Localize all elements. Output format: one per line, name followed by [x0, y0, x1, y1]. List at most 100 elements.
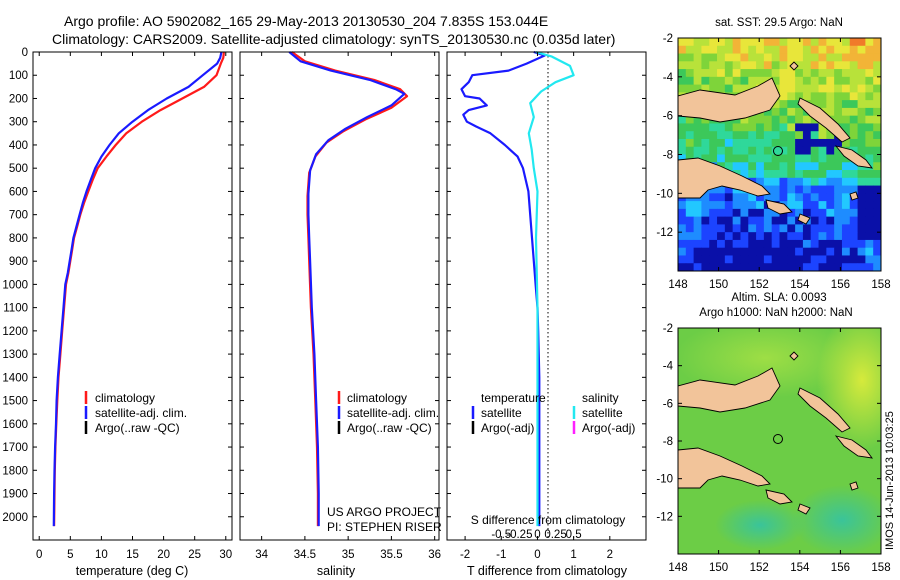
sst-cell — [779, 177, 788, 186]
sst-cell — [685, 138, 695, 148]
sst-cell — [685, 61, 695, 70]
sst-cell — [849, 61, 858, 70]
sst-cell — [693, 146, 702, 155]
sst-cell — [709, 216, 718, 225]
sst-cell — [701, 232, 710, 241]
sst-cell — [873, 115, 881, 124]
sst-cell — [787, 38, 796, 47]
depth-tick-label: 0 — [22, 47, 28, 59]
sst-cell — [685, 69, 695, 78]
sst-cell — [787, 208, 796, 218]
sst-cell — [834, 263, 843, 271]
sst-cell — [693, 61, 702, 70]
sst-cell — [779, 154, 788, 163]
sst-cell — [678, 61, 687, 70]
sst-cell — [834, 146, 843, 155]
sst-cell — [787, 170, 796, 179]
sst-cell — [857, 146, 866, 155]
depth-tick-label: 800 — [9, 233, 28, 245]
temperature-plot-frame — [32, 51, 233, 541]
sst-cell — [857, 107, 866, 117]
sst-cell — [779, 232, 788, 241]
sst-cell — [787, 53, 796, 62]
sst-cell — [787, 232, 796, 241]
legend-s-satellite-label: satellite — [582, 406, 623, 420]
sst-cell — [701, 247, 710, 256]
sst-cell — [857, 45, 866, 54]
sst-cell — [857, 185, 866, 194]
temperature-series — [52, 51, 225, 527]
sst-cell — [795, 255, 804, 264]
sst-cell — [685, 53, 695, 62]
difference-panel: -2 -1 0 1 2 -0.5-0.25 0 0.250.5 S difference f… — [446, 50, 647, 578]
sst-cell — [818, 185, 827, 194]
sst-cell — [810, 154, 819, 163]
sst-cell — [841, 45, 851, 54]
sst-cell — [865, 146, 874, 155]
sst-cell — [693, 208, 702, 218]
sst-cell — [841, 263, 851, 271]
sst-cell — [857, 263, 866, 271]
sst-cell — [795, 131, 804, 140]
sst-cell — [826, 107, 835, 117]
sst-cell — [834, 208, 843, 218]
sst-cell — [834, 162, 843, 171]
legend-satellite-label: satellite-adj. clim. — [95, 406, 187, 420]
sst-cell — [709, 123, 718, 132]
sst-cell — [779, 115, 788, 124]
sst-cell — [732, 154, 741, 163]
sst-cell — [740, 263, 749, 271]
sst-cell — [834, 138, 843, 148]
sst-cell — [779, 193, 788, 202]
sst-cell — [685, 38, 695, 47]
sst-cell — [834, 107, 843, 117]
sst-cell — [693, 138, 702, 148]
sst-cell — [802, 146, 812, 155]
sst-cell — [818, 53, 827, 62]
sst-cell — [685, 216, 695, 225]
sst-cell — [841, 53, 851, 62]
sst-cell — [740, 193, 749, 202]
sst-cell — [771, 247, 780, 256]
sst-cell — [826, 162, 835, 171]
sst-cell — [795, 239, 804, 249]
sst-cell — [701, 255, 710, 264]
sst-cell — [779, 162, 788, 171]
sst-cell — [740, 138, 749, 148]
sst-cell — [678, 216, 687, 225]
sst-cell — [763, 185, 773, 194]
sst-cell — [834, 92, 843, 101]
series-line-climatology — [291, 51, 409, 527]
sst-cell — [802, 247, 812, 256]
sst-cell — [865, 138, 874, 148]
sst-cell — [724, 255, 734, 264]
sst-cell — [732, 239, 741, 249]
sst-cell — [717, 154, 726, 163]
sst-cell — [787, 185, 796, 194]
sst-cell — [732, 53, 741, 62]
sst-cell — [818, 131, 827, 140]
depth-tick-label: 1600 — [2, 419, 28, 431]
sst-cell — [732, 224, 741, 233]
series-line-satellite-adj-clim- — [288, 51, 406, 527]
sst-cell — [701, 239, 710, 249]
sst-cell — [841, 208, 851, 218]
sst-cell — [763, 208, 773, 218]
sst-cell — [709, 239, 718, 249]
sst-cell — [849, 100, 858, 109]
sst-cell — [834, 45, 843, 54]
sst-cell — [724, 76, 734, 85]
sst-cell — [873, 53, 881, 62]
x-tick-label: 35 — [342, 549, 355, 561]
sst-cell — [787, 131, 796, 140]
sst-cell — [810, 232, 819, 241]
sst-cell — [717, 76, 726, 85]
sst-cell — [779, 38, 788, 47]
sst-cell — [693, 239, 702, 249]
sst-cell — [802, 239, 812, 249]
sst-cell — [740, 123, 749, 132]
sst-cell — [717, 193, 726, 202]
sst-cell — [756, 53, 765, 62]
sst-cell — [693, 123, 702, 132]
sst-cell — [717, 138, 726, 148]
